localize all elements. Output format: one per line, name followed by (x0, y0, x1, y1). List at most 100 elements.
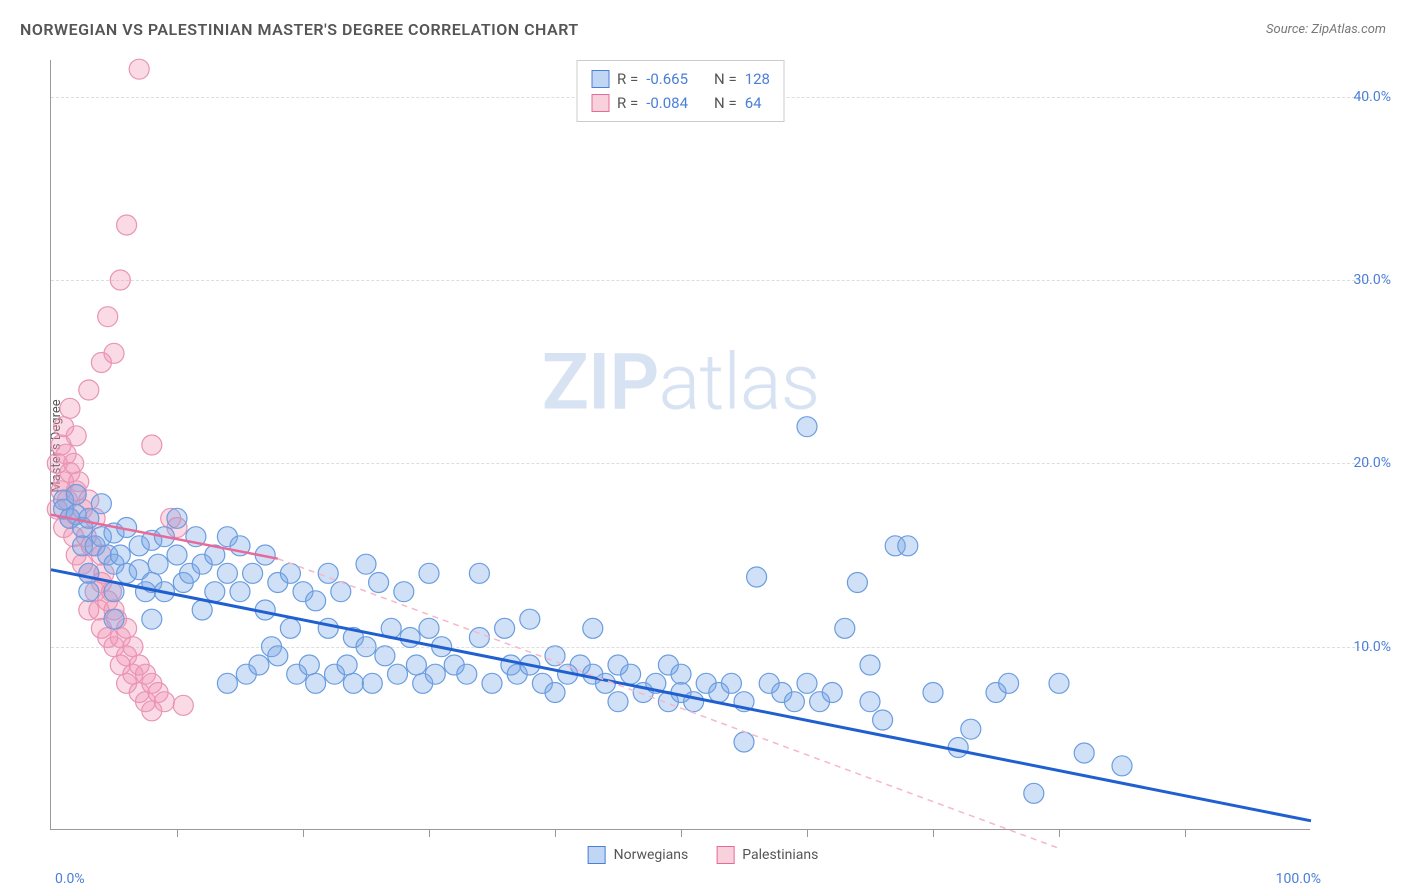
norwegian-point (999, 673, 1019, 693)
norwegian-point (822, 683, 842, 703)
legend-label: Palestinians (742, 847, 818, 863)
norwegian-point (495, 618, 515, 638)
x-axis-max-label: 100.0% (1276, 871, 1321, 887)
x-tick (429, 829, 430, 837)
norwegian-trend-line (51, 570, 1311, 821)
y-tick-label: 20.0% (1353, 455, 1391, 471)
source-attribution: Source: ZipAtlas.com (1266, 22, 1386, 37)
palestinian-point (79, 380, 99, 400)
norwegian-point (873, 710, 893, 730)
norwegian-point (1112, 756, 1132, 776)
plot-svg (51, 60, 1310, 829)
chart-title: NORWEGIAN VS PALESTINIAN MASTER'S DEGREE… (20, 20, 579, 39)
legend-item-norwegians: Norwegians (588, 846, 689, 864)
norwegian-point (343, 673, 363, 693)
norwegian-point (860, 692, 880, 712)
y-tick-label: 40.0% (1353, 89, 1391, 105)
norwegian-point (243, 563, 263, 583)
swatch-blue-icon (588, 846, 606, 864)
palestinian-point (142, 435, 162, 455)
x-tick (555, 829, 556, 837)
norwegian-point (192, 600, 212, 620)
legend-label: Norwegians (614, 847, 689, 863)
norwegian-point (1024, 783, 1044, 803)
palestinian-point (104, 343, 124, 363)
n-value: 64 (745, 91, 762, 115)
norwegian-point (91, 494, 111, 514)
n-label: N = (714, 91, 737, 115)
palestinian-point (129, 59, 149, 79)
norwegian-point (469, 563, 489, 583)
norwegian-point (734, 732, 754, 752)
norwegian-point (167, 545, 187, 565)
palestinian-point (117, 215, 137, 235)
norwegian-point (148, 554, 168, 574)
norwegian-point (419, 563, 439, 583)
norwegian-point (104, 609, 124, 629)
norwegian-point (79, 563, 99, 583)
r-label: R = (617, 67, 638, 91)
norwegian-point (356, 554, 376, 574)
norwegian-point (299, 655, 319, 675)
norwegian-point (142, 609, 162, 629)
norwegian-point (482, 673, 502, 693)
norwegian-point (406, 655, 426, 675)
palestinian-point (110, 270, 130, 290)
norwegian-point (356, 637, 376, 657)
norwegian-point (545, 646, 565, 666)
norwegian-point (1049, 673, 1069, 693)
norwegian-point (784, 692, 804, 712)
norwegian-point (280, 563, 300, 583)
palestinian-point (154, 692, 174, 712)
n-value: 128 (745, 67, 770, 91)
norwegian-point (79, 582, 99, 602)
norwegian-point (268, 646, 288, 666)
norwegian-point (797, 673, 817, 693)
norwegian-point (337, 655, 357, 675)
norwegian-point (923, 683, 943, 703)
norwegian-point (898, 536, 918, 556)
norwegian-point (835, 618, 855, 638)
palestinian-point (64, 453, 84, 473)
legend: Norwegians Palestinians (588, 846, 819, 864)
x-tick (303, 829, 304, 837)
x-tick (1185, 829, 1186, 837)
n-label: N = (714, 67, 737, 91)
norwegian-point (369, 573, 389, 593)
norwegian-point (520, 609, 540, 629)
norwegian-point (684, 692, 704, 712)
x-tick (807, 829, 808, 837)
x-tick (681, 829, 682, 837)
norwegian-point (457, 664, 477, 684)
norwegian-point (747, 567, 767, 587)
stats-row-palestinians: R = -0.084 N = 64 (591, 91, 770, 115)
palestinian-point (98, 307, 118, 327)
norwegian-point (318, 618, 338, 638)
norwegian-point (280, 618, 300, 638)
norwegian-point (217, 563, 237, 583)
norwegian-point (66, 485, 86, 505)
norwegian-point (847, 573, 867, 593)
norwegian-point (797, 417, 817, 437)
norwegian-point (860, 655, 880, 675)
norwegian-point (621, 664, 641, 684)
r-label: R = (617, 91, 638, 115)
y-tick-label: 10.0% (1353, 639, 1391, 655)
palestinian-point (60, 398, 80, 418)
x-tick (933, 829, 934, 837)
norwegian-point (318, 563, 338, 583)
norwegian-point (948, 738, 968, 758)
norwegian-point (583, 618, 603, 638)
norwegian-point (469, 628, 489, 648)
norwegian-point (671, 664, 691, 684)
norwegian-point (375, 646, 395, 666)
norwegian-point (419, 618, 439, 638)
stats-row-norwegians: R = -0.665 N = 128 (591, 67, 770, 91)
correlation-stats-box: R = -0.665 N = 128 R = -0.084 N = 64 (576, 60, 785, 122)
r-value: -0.084 (646, 91, 688, 115)
swatch-pink-icon (716, 846, 734, 864)
swatch-blue-icon (591, 70, 609, 88)
norwegian-point (230, 582, 250, 602)
palestinian-point (173, 695, 193, 715)
norwegian-point (425, 664, 445, 684)
